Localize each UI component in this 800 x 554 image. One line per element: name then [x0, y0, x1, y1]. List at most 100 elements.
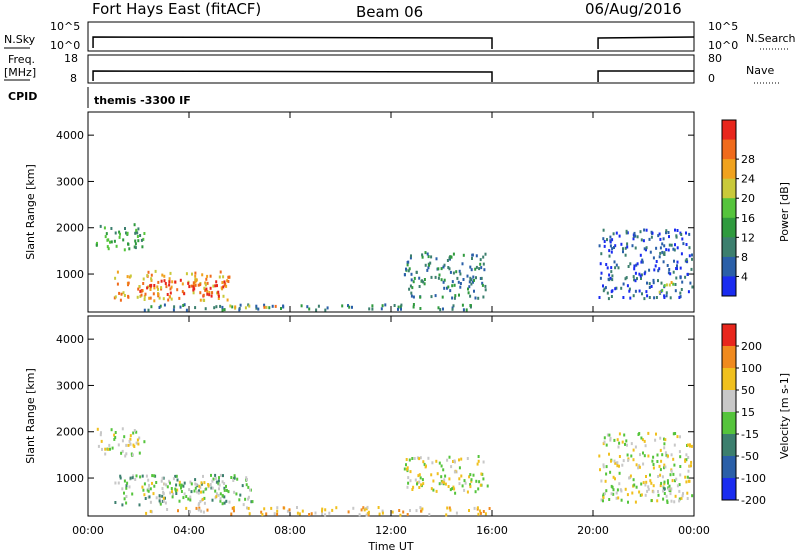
data-cell: [667, 248, 670, 252]
data-cell: [437, 267, 440, 271]
data-cell: [362, 506, 365, 510]
colorbar-tick-label: -200: [741, 494, 766, 507]
data-cell: [616, 438, 619, 442]
data-cell: [644, 270, 647, 274]
data-cell: [474, 296, 477, 300]
data-cell: [366, 512, 369, 516]
data-cell: [466, 490, 469, 494]
data-cell: [413, 276, 416, 280]
data-cell: [448, 455, 451, 459]
data-cell: [673, 500, 676, 504]
data-cell: [158, 296, 161, 300]
data-cell: [662, 497, 665, 501]
data-cell: [642, 462, 645, 466]
colorbar-segment: [722, 159, 736, 180]
data-cell: [221, 308, 224, 312]
data-cell: [444, 482, 447, 486]
data-cell: [655, 296, 658, 299]
data-cell: [136, 295, 139, 299]
nsky-tick-low: 10^0: [50, 39, 80, 52]
data-cell: [365, 513, 368, 517]
data-cell: [640, 273, 643, 277]
data-cell: [618, 234, 621, 238]
data-cell: [617, 496, 620, 500]
data-cell: [473, 506, 476, 510]
data-cell: [139, 234, 142, 237]
data-cell: [105, 232, 108, 236]
data-cell: [174, 474, 177, 478]
data-cell: [479, 511, 482, 515]
y-tick-label: 4000: [56, 129, 84, 142]
data-cell: [469, 276, 472, 280]
data-cell: [457, 280, 460, 284]
data-cell: [393, 304, 396, 307]
y-tick-label: 3000: [56, 379, 84, 392]
data-cell: [270, 506, 273, 510]
data-cell: [183, 481, 186, 485]
data-cell: [641, 438, 644, 442]
data-cell: [419, 295, 422, 299]
data-cell: [657, 493, 660, 497]
data-cell: [191, 272, 193, 276]
data-cell: [151, 481, 153, 485]
data-cell: [670, 499, 673, 503]
data-cell: [135, 474, 138, 478]
data-cell: [192, 281, 195, 285]
data-cell: [452, 485, 455, 489]
data-cell: [598, 296, 601, 299]
data-cell: [625, 276, 628, 280]
data-cell: [688, 443, 691, 447]
data-cell: [648, 296, 651, 299]
data-cell: [681, 494, 684, 498]
data-cell: [647, 485, 650, 489]
data-cell: [638, 272, 641, 276]
data-cell: [477, 512, 480, 516]
data-cell: [466, 274, 469, 278]
data-cell: [663, 446, 666, 450]
data-cell: [665, 283, 668, 287]
data-cell: [324, 308, 327, 312]
data-cell: [650, 499, 653, 503]
data-cell: [114, 431, 117, 434]
data-cell: [397, 305, 400, 309]
nsky-tick-high: 10^5: [50, 20, 80, 33]
data-cell: [202, 510, 205, 514]
data-cell: [168, 295, 171, 299]
data-cell: [198, 484, 201, 488]
data-cell: [406, 263, 409, 267]
data-cell: [670, 469, 673, 473]
data-cell: [606, 433, 609, 437]
colorbar-segment: [722, 198, 736, 219]
data-cell: [604, 286, 607, 290]
data-cell: [178, 499, 181, 503]
data-cell: [134, 478, 137, 481]
data-cell: [147, 478, 150, 482]
data-cell: [634, 289, 637, 293]
data-cell: [488, 507, 491, 510]
data-cell: [203, 286, 206, 290]
data-cell: [624, 246, 627, 250]
data-cell: [689, 281, 692, 285]
data-cell: [175, 483, 178, 487]
data-cell: [423, 282, 426, 286]
data-cell: [150, 278, 153, 282]
data-cell: [203, 496, 206, 500]
data-cell: [632, 478, 635, 482]
data-cell: [219, 304, 222, 308]
data-cell: [148, 296, 151, 300]
data-cell: [611, 289, 614, 293]
data-cell: [416, 456, 419, 460]
freq-panel-frame: [87, 54, 695, 84]
data-cell: [660, 281, 663, 285]
data-cell: [472, 280, 474, 284]
data-cell: [645, 246, 648, 250]
data-cell: [137, 227, 140, 231]
data-cell: [673, 443, 676, 447]
data-cell: [664, 451, 667, 455]
data-cell: [610, 295, 613, 298]
power-panel-frame: [87, 111, 695, 313]
data-cell: [670, 243, 673, 247]
data-cell: [678, 450, 681, 454]
colorbar-tick-label: 28: [741, 153, 755, 166]
data-cell: [622, 459, 625, 463]
